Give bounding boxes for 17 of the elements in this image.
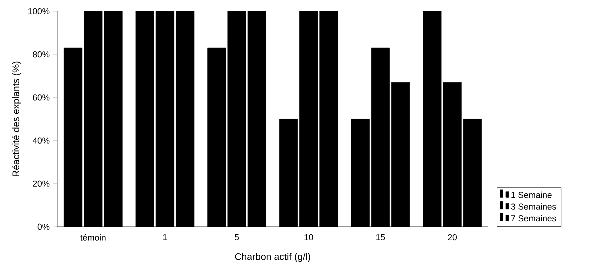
y-tick-label: 0% <box>38 224 50 230</box>
legend-label: 7 Semaines <box>511 215 556 222</box>
x-tick-label: 20 <box>448 234 457 241</box>
x-tick-label: 5 <box>234 234 240 240</box>
legend-label: 1 Semaine <box>512 192 552 198</box>
x-tick-label: témoin <box>80 234 106 241</box>
y-tick-label: 20% <box>33 180 50 187</box>
x-axis-title: Charbon actif (g/l) <box>235 253 310 262</box>
y-tick-label: 40% <box>32 138 50 144</box>
legend-label: 3 Semaines <box>511 204 556 210</box>
y-tick-label: 80% <box>33 52 50 58</box>
y-tick-label: 60% <box>33 94 50 101</box>
x-tick-label: 10 <box>304 234 314 241</box>
x-tick-label: 15 <box>376 234 386 240</box>
y-tick-label: 100% <box>28 8 50 15</box>
y-axis-title: Réactivité des explants (%) <box>12 62 22 176</box>
x-tick-label: 1 <box>163 234 168 240</box>
